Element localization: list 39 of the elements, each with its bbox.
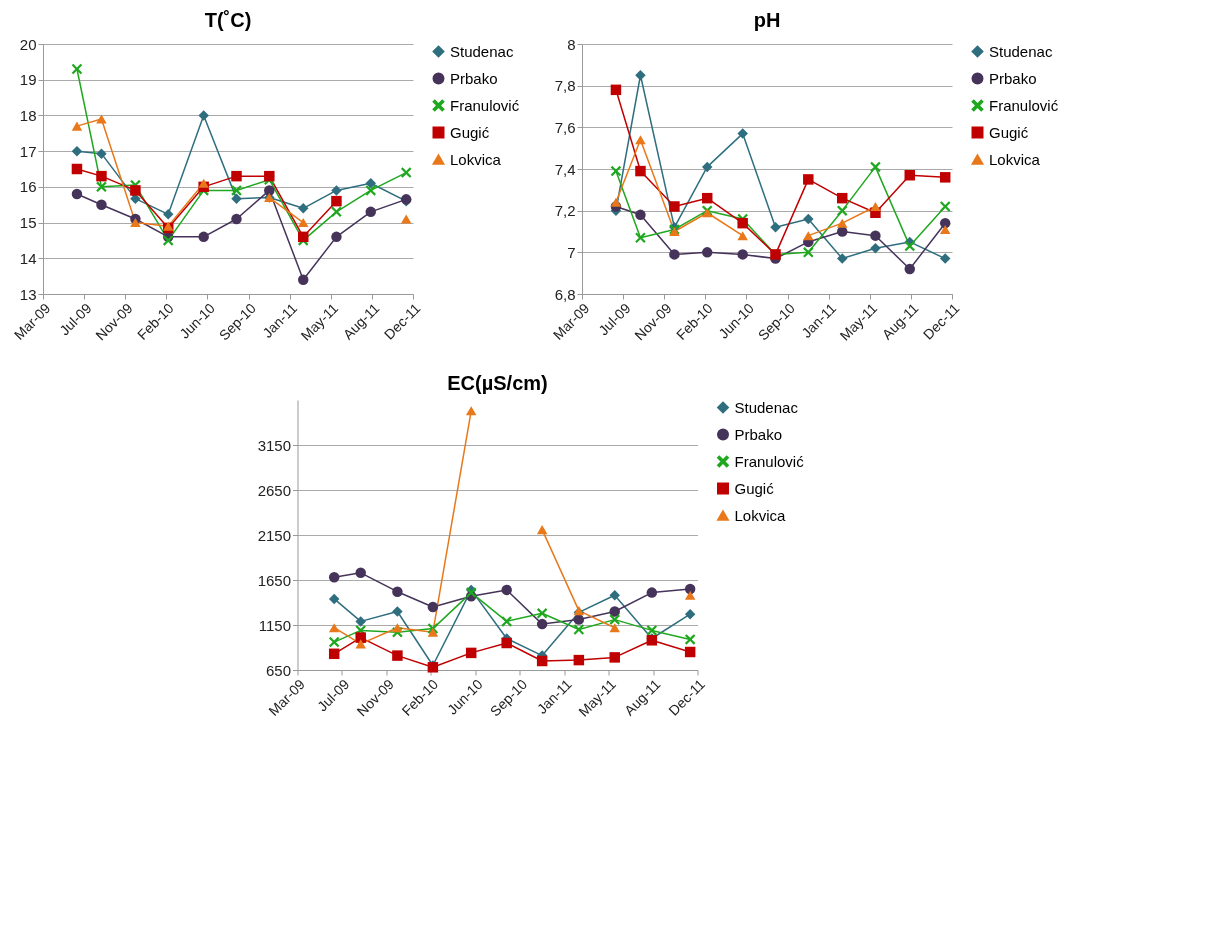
legend-label: Studenac (734, 398, 799, 416)
y-tick-label: 18 (19, 106, 37, 124)
legend-label: Prbako (989, 69, 1037, 87)
y-tick-label: 14 (19, 249, 37, 267)
y-tick-label: 650 (265, 661, 291, 679)
y-tick-label: 7,8 (554, 77, 576, 95)
y-tick-label: 15 (19, 214, 37, 232)
legend-label: Franulović (989, 96, 1059, 114)
y-tick-label: 6,8 (554, 285, 576, 303)
y-tick-label: 7 (567, 243, 576, 261)
y-tick-label: 1150 (258, 616, 291, 634)
legend-label: Gugić (989, 123, 1029, 141)
y-tick-label: 16 (19, 178, 37, 196)
y-tick-label: 2150 (257, 526, 291, 544)
y-tick-label: 7,2 (554, 202, 576, 220)
y-tick-label: 3150 (257, 436, 291, 454)
legend-label: Lokvica (450, 150, 502, 168)
legend-label: Gugić (450, 123, 490, 141)
legend-label: Franulović (734, 452, 805, 470)
y-tick-label: 1650 (257, 571, 291, 589)
legend-label: Prbako (734, 425, 783, 443)
y-tick-label: 2650 (257, 481, 291, 499)
legend-label: Lokvica (734, 506, 787, 524)
chart-title: T(˚C) (204, 9, 252, 31)
legend-label: Studenac (450, 42, 514, 60)
y-tick-label: 7,6 (554, 118, 576, 136)
chart-title: pH (753, 9, 781, 31)
legend-label: Gugić (734, 479, 775, 497)
y-tick-label: 19 (19, 71, 37, 89)
legend-label: Lokvica (989, 150, 1041, 168)
y-tick-label: 8 (567, 35, 576, 53)
chart-title: EC(µS/cm) (447, 372, 548, 394)
legend-label: Franulović (450, 96, 520, 114)
y-tick-label: 13 (19, 285, 37, 303)
y-tick-label: 17 (19, 142, 37, 160)
legend-label: Studenac (989, 42, 1053, 60)
y-tick-label: 20 (19, 35, 37, 53)
y-tick-label: 7,4 (554, 160, 576, 178)
legend-label: Prbako (450, 69, 498, 87)
